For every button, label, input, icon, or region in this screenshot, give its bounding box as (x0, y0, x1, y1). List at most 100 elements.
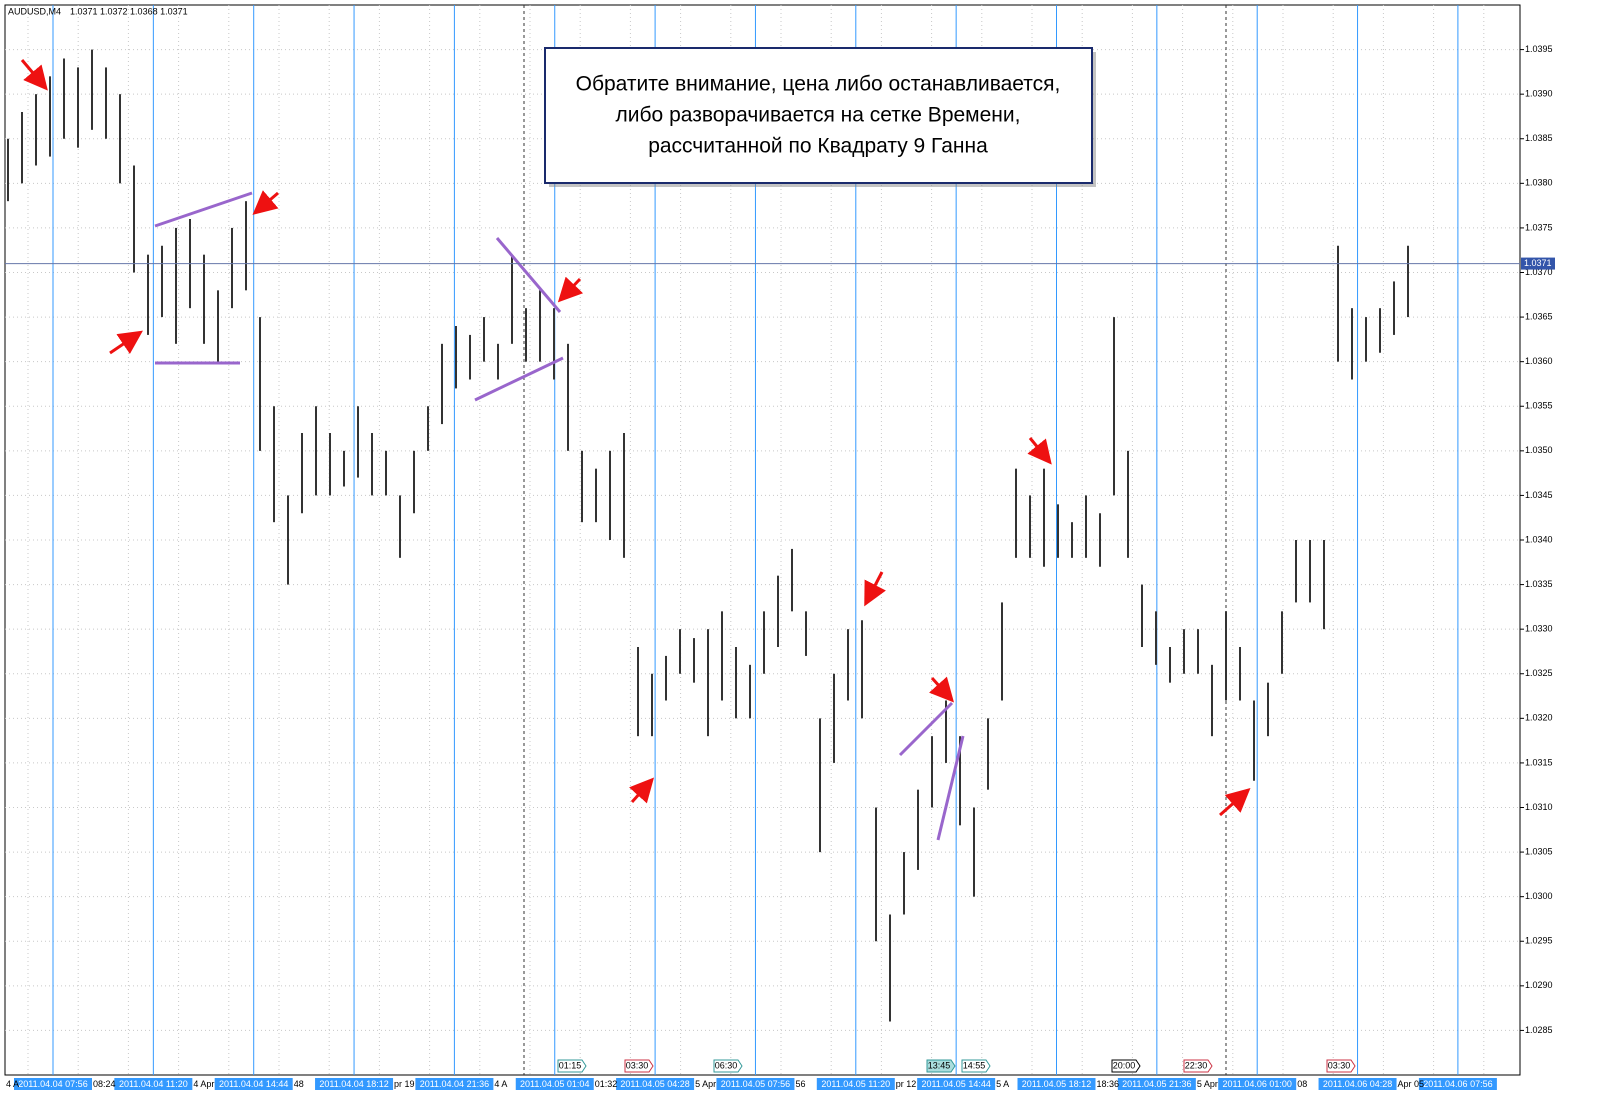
x-axis-label: 18:36 (1097, 1079, 1120, 1089)
y-tick-label: 1.0365 (1525, 311, 1553, 321)
time-label-box (1318, 1078, 1397, 1090)
arrow (109, 330, 143, 355)
trend-line (898, 701, 954, 757)
session-marker (961, 1059, 991, 1073)
x-axis-label: 08:24 (93, 1079, 116, 1089)
time-label-box (1218, 1078, 1297, 1090)
time-label-box (1017, 1078, 1096, 1090)
time-label-box (114, 1078, 193, 1090)
arrow (20, 59, 48, 91)
time-label: 2011.04.06 04:28 (1323, 1079, 1392, 1089)
time-label: 2011.04.05 07:56 (721, 1079, 790, 1089)
time-label: 2011.04.05 11:20 (821, 1079, 890, 1089)
session-label: 03:30 (626, 1060, 649, 1070)
x-axis-label: 01:32 (595, 1079, 618, 1089)
current-price-label: 1.0371 (1524, 258, 1552, 268)
x-axis-label: 4 Apr (193, 1079, 214, 1089)
annotation-line: Обратите внимание, цена либо останавлива… (576, 73, 1061, 96)
session-marker (1326, 1059, 1356, 1073)
time-label-box (14, 1078, 92, 1090)
current-price-box (1521, 257, 1555, 270)
y-tick-label: 1.0330 (1525, 624, 1553, 634)
y-tick-label: 1.0350 (1525, 445, 1553, 455)
time-label-box (716, 1078, 795, 1090)
time-label: 2011.04.04 14:44 (219, 1079, 288, 1089)
arrow (629, 777, 655, 804)
trend-line (495, 237, 562, 313)
y-tick-label: 1.0340 (1525, 534, 1553, 544)
x-axis-label: pr 12 (896, 1079, 917, 1089)
time-label: 2011.04.04 18:12 (319, 1079, 388, 1089)
arrow (252, 190, 279, 215)
y-tick-label: 1.0375 (1525, 222, 1553, 232)
y-tick-label: 1.0360 (1525, 356, 1553, 366)
session-label: 06:30 (715, 1060, 738, 1070)
session-marker (1183, 1059, 1213, 1073)
time-label: 2011.04.05 18:12 (1022, 1079, 1091, 1089)
y-tick-label: 1.0320 (1525, 713, 1553, 723)
session-label: 22:30 (1185, 1060, 1208, 1070)
y-tick-label: 1.0310 (1525, 802, 1553, 812)
time-label-box (1117, 1078, 1196, 1090)
x-axis-label: 4 A (6, 1079, 19, 1089)
time-label-box (1418, 1078, 1497, 1090)
y-tick-label: 1.0395 (1525, 44, 1553, 54)
x-axis-label: pr 19 (394, 1079, 415, 1089)
time-label: 2011.04.05 14:44 (921, 1079, 990, 1089)
trend-line (474, 356, 564, 402)
time-label-box (917, 1078, 996, 1090)
trend-line (936, 735, 965, 841)
session-label: 20:00 (1113, 1060, 1136, 1070)
arrow (929, 676, 955, 703)
session-label: 03:30 (1328, 1060, 1351, 1070)
session-marker (1111, 1059, 1141, 1073)
y-tick-label: 1.0335 (1525, 579, 1553, 589)
session-marker (624, 1059, 654, 1073)
y-tick-label: 1.0305 (1525, 846, 1553, 856)
time-label-box (515, 1078, 594, 1090)
symbol: AUDUSD,M4 (8, 6, 61, 16)
session-marker (557, 1059, 587, 1073)
time-label: 2011.04.04 11:20 (119, 1079, 188, 1089)
session-marker (713, 1059, 743, 1073)
time-label-box (315, 1078, 394, 1090)
y-tick-label: 1.0380 (1525, 178, 1553, 188)
annotation-line: либо разворачивается на сетке Времени, (616, 104, 1021, 127)
time-label: 2011.04.05 21:36 (1122, 1079, 1191, 1089)
session-marker (926, 1059, 956, 1073)
time-label: 2011.04.06 07:56 (1423, 1079, 1492, 1089)
y-tick-label: 1.0315 (1525, 757, 1553, 767)
time-label: 2011.04.05 01:04 (520, 1079, 589, 1089)
y-tick-label: 1.0300 (1525, 891, 1553, 901)
session-label: 01:15 (559, 1060, 582, 1070)
time-label-box (415, 1078, 494, 1090)
x-axis-label: Apr 05 (1398, 1079, 1425, 1089)
arrow (1027, 437, 1052, 465)
y-tick-label: 1.0325 (1525, 668, 1553, 678)
annotation-line: рассчитанной по Квадрату 9 Ганна (648, 135, 988, 158)
y-tick-label: 1.0370 (1525, 267, 1553, 277)
y-tick-label: 1.0355 (1525, 401, 1553, 411)
time-label-box (616, 1078, 695, 1090)
arrow (1219, 788, 1251, 817)
x-axis-label: 5 A (996, 1079, 1009, 1089)
x-axis-label: 5 Apr (1197, 1079, 1218, 1089)
y-tick-label: 1.0390 (1525, 89, 1553, 99)
session-label: 14:55 (963, 1060, 986, 1070)
time-label: 2011.04.05 04:28 (620, 1079, 689, 1089)
session-label: 13:45 (928, 1060, 951, 1070)
time-label: 2011.04.06 01:00 (1222, 1079, 1291, 1089)
y-tick-label: 1.0345 (1525, 490, 1553, 500)
trend-lines (154, 191, 965, 841)
y-tick-label: 1.0290 (1525, 980, 1553, 990)
x-axis-label: 56 (795, 1079, 805, 1089)
arrows (20, 59, 1251, 817)
trend-line (154, 191, 253, 228)
ohlc-header: 1.0371 1.0372 1.0368 1.0371 (70, 6, 188, 16)
y-tick-label: 1.0295 (1525, 936, 1553, 946)
x-axis-label: 5 Apr (695, 1079, 716, 1089)
time-label-box (816, 1078, 895, 1090)
y-tick-label: 1.0385 (1525, 133, 1553, 143)
x-axis-label: 4 A (494, 1079, 507, 1089)
